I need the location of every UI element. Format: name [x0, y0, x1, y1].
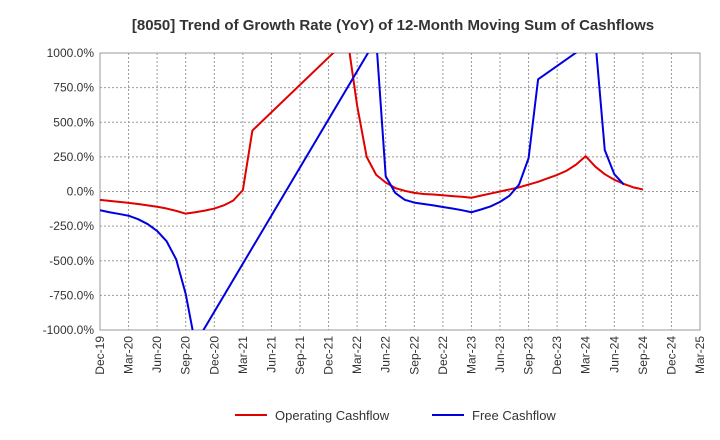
x-tick-label: Dec-24 — [664, 336, 678, 375]
x-tick-label: Sep-23 — [522, 336, 536, 375]
x-tick-label: Mar-25 — [693, 336, 707, 374]
x-tick-label: Mar-20 — [122, 336, 136, 374]
x-axis: Dec-19 Mar-20 Jun-20 Sep-20 Dec-20 Mar-21 Jun-… — [93, 336, 707, 375]
x-tick-label: Dec-20 — [207, 336, 221, 375]
x-tick-label: Sep-24 — [636, 336, 650, 375]
legend-item-operating-cashflow: Operating Cashflow — [235, 408, 390, 423]
x-tick-label: Sep-21 — [293, 336, 307, 375]
x-tick-label: Sep-22 — [407, 336, 421, 375]
x-tick-label: Dec-22 — [436, 336, 450, 375]
legend-item-free-cashflow: Free Cashflow — [432, 408, 556, 423]
y-tick-label: 250.0% — [53, 150, 94, 164]
plot-area — [99, 52, 701, 331]
y-tick-label: -750.0% — [49, 288, 94, 302]
y-tick-label: -500.0% — [49, 254, 94, 268]
series-line-free-cashflow — [100, 53, 625, 330]
y-tick-label: -250.0% — [49, 219, 94, 233]
x-tick-label: Jun-23 — [493, 336, 507, 373]
series-layer — [100, 53, 644, 330]
x-tick-label: Mar-22 — [350, 336, 364, 374]
legend: Operating Cashflow Free Cashflow — [235, 408, 556, 423]
y-tick-label: 750.0% — [53, 81, 94, 95]
x-tick-label: Mar-21 — [236, 336, 250, 374]
x-tick-label: Jun-20 — [150, 336, 164, 373]
x-tick-label: Dec-23 — [550, 336, 564, 375]
x-tick-label: Jun-24 — [607, 336, 621, 373]
legend-label: Operating Cashflow — [275, 408, 390, 423]
series-line-operating-cashflow — [100, 53, 644, 215]
x-tick-label: Mar-23 — [464, 336, 478, 374]
x-tick-label: Dec-19 — [93, 336, 107, 375]
y-tick-label: 500.0% — [53, 115, 94, 129]
chart-title: [8050] Trend of Growth Rate (YoY) of 12-… — [132, 17, 654, 34]
y-tick-label: -1000.0% — [43, 323, 95, 337]
y-tick-label: 1000.0% — [47, 46, 95, 60]
x-tick-label: Sep-20 — [179, 336, 193, 375]
y-tick-label: 0.0% — [67, 185, 95, 199]
legend-label: Free Cashflow — [472, 408, 556, 423]
x-tick-label: Mar-24 — [579, 336, 593, 374]
y-axis: 1000.0% 750.0% 500.0% 250.0% 0.0% -250.0% -500… — [43, 46, 95, 337]
x-tick-label: Dec-21 — [322, 336, 336, 375]
x-tick-label: Jun-21 — [264, 336, 278, 373]
x-tick-label: Jun-22 — [379, 336, 393, 373]
